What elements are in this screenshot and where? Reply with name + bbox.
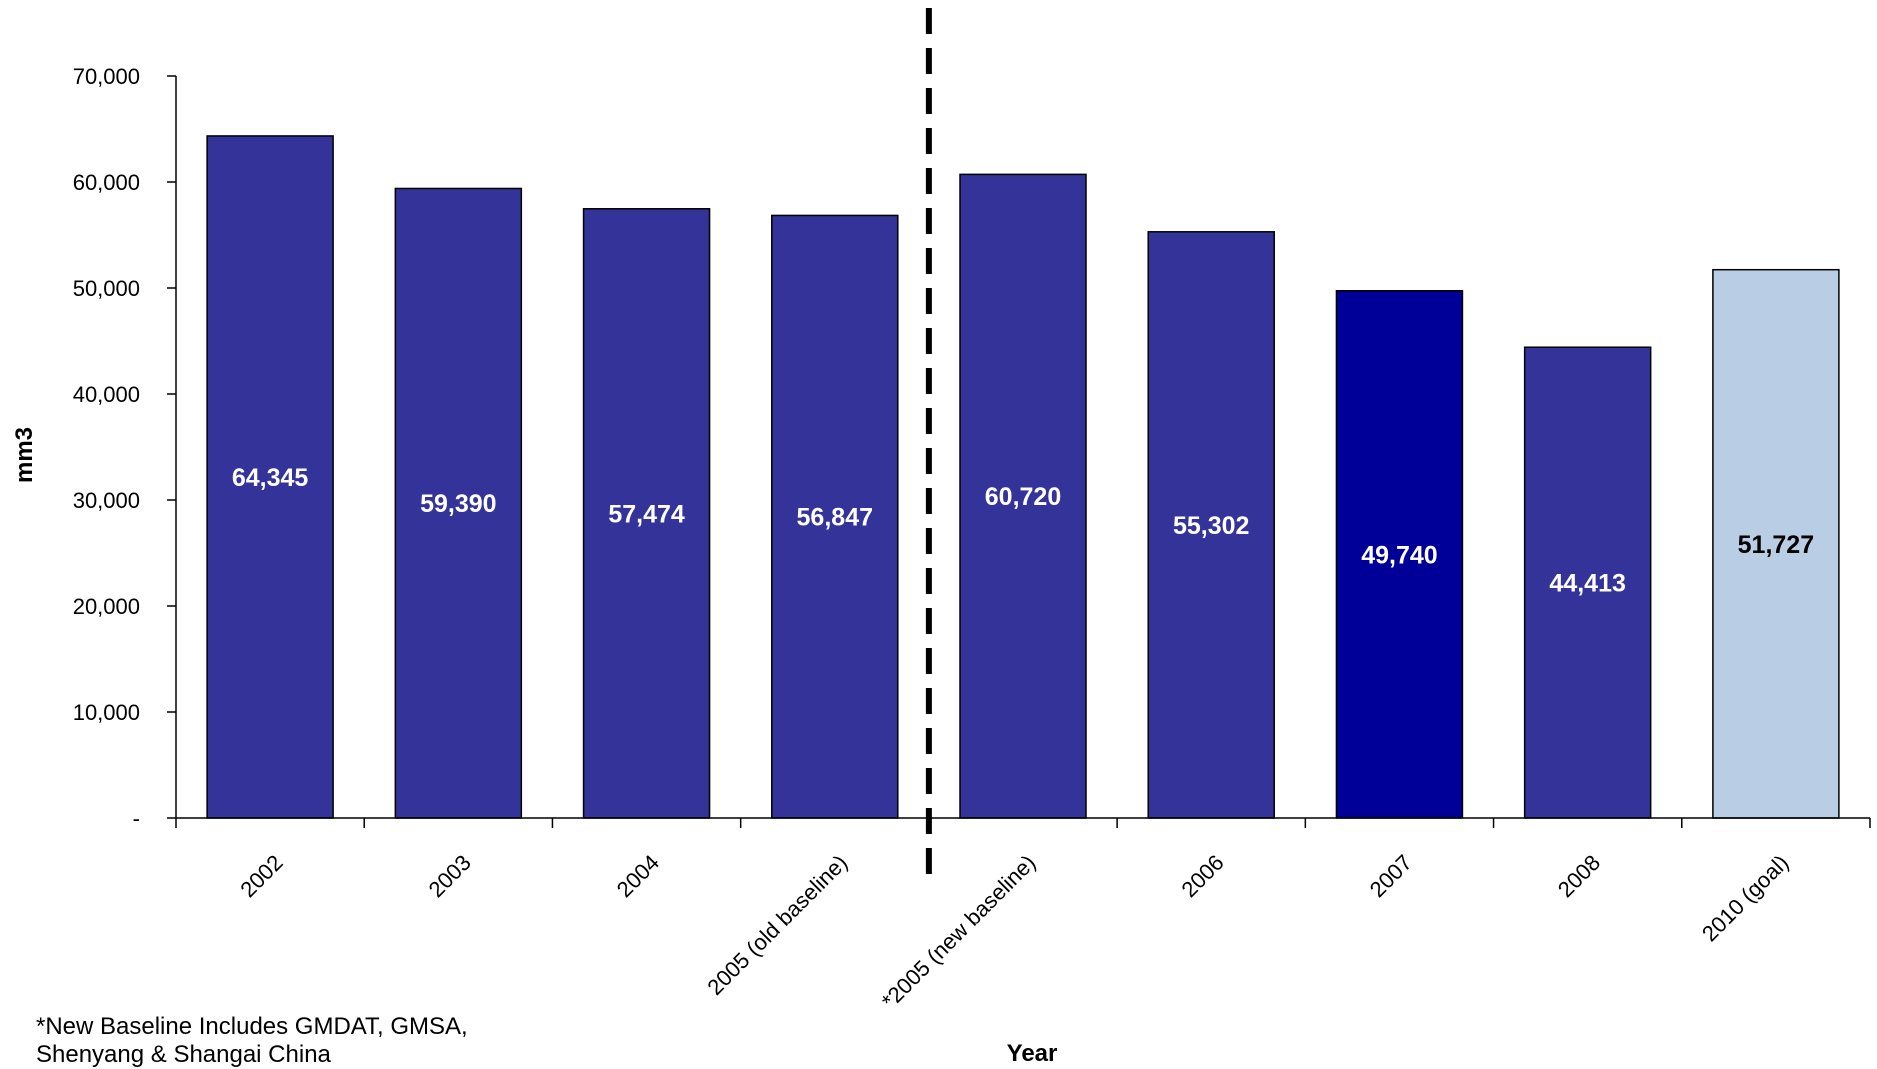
x-tick-label: 2005 (old baseline)	[702, 850, 852, 1000]
x-tick-label: 2010 (goal)	[1697, 850, 1793, 946]
y-tick-label: -	[133, 806, 140, 831]
x-tick-label: 2006	[1176, 850, 1228, 902]
data-label: 59,390	[420, 490, 496, 518]
y-axis-title: mm3	[11, 427, 38, 483]
x-tick-label: 2007	[1365, 850, 1417, 902]
x-tick-label: 2004	[612, 850, 664, 902]
footnote-line-1: *New Baseline Includes GMDAT, GMSA,	[36, 1013, 468, 1040]
data-label: 44,413	[1549, 570, 1625, 598]
data-label: 55,302	[1173, 512, 1249, 540]
x-tick-label: 2003	[424, 850, 476, 902]
y-tick-label: 70,000	[73, 64, 140, 89]
y-tick-label: 40,000	[73, 382, 140, 407]
y-tick-label: 60,000	[73, 170, 140, 195]
data-label: 51,727	[1738, 531, 1814, 559]
x-tick-label: *2005 (new baseline)	[877, 850, 1041, 1014]
data-label: 56,847	[797, 504, 873, 532]
x-axis-title: Year	[1007, 1040, 1058, 1067]
x-axis-labels: 2002 2003 2004 2005 (old baseline) *2005 (ne…	[235, 850, 1793, 1014]
y-tick-label: 50,000	[73, 276, 140, 301]
data-label: 57,474	[608, 500, 685, 528]
footnote-line-2: Shenyang & Shangai China	[36, 1041, 332, 1068]
bars-group	[207, 136, 1839, 818]
y-tick-label: 10,000	[73, 700, 140, 725]
x-axis-ticks	[176, 818, 1870, 828]
y-tick-label: 20,000	[73, 594, 140, 619]
y-axis-ticks: - 10,000 20,000 30,000 40,000 50,000 60,000 70,…	[73, 64, 176, 831]
y-tick-label: 30,000	[73, 488, 140, 513]
data-label: 64,345	[232, 464, 309, 492]
x-tick-label: 2008	[1553, 850, 1605, 902]
data-label: 49,740	[1361, 541, 1437, 569]
data-label: 60,720	[985, 483, 1061, 511]
x-tick-label: 2002	[235, 850, 287, 902]
